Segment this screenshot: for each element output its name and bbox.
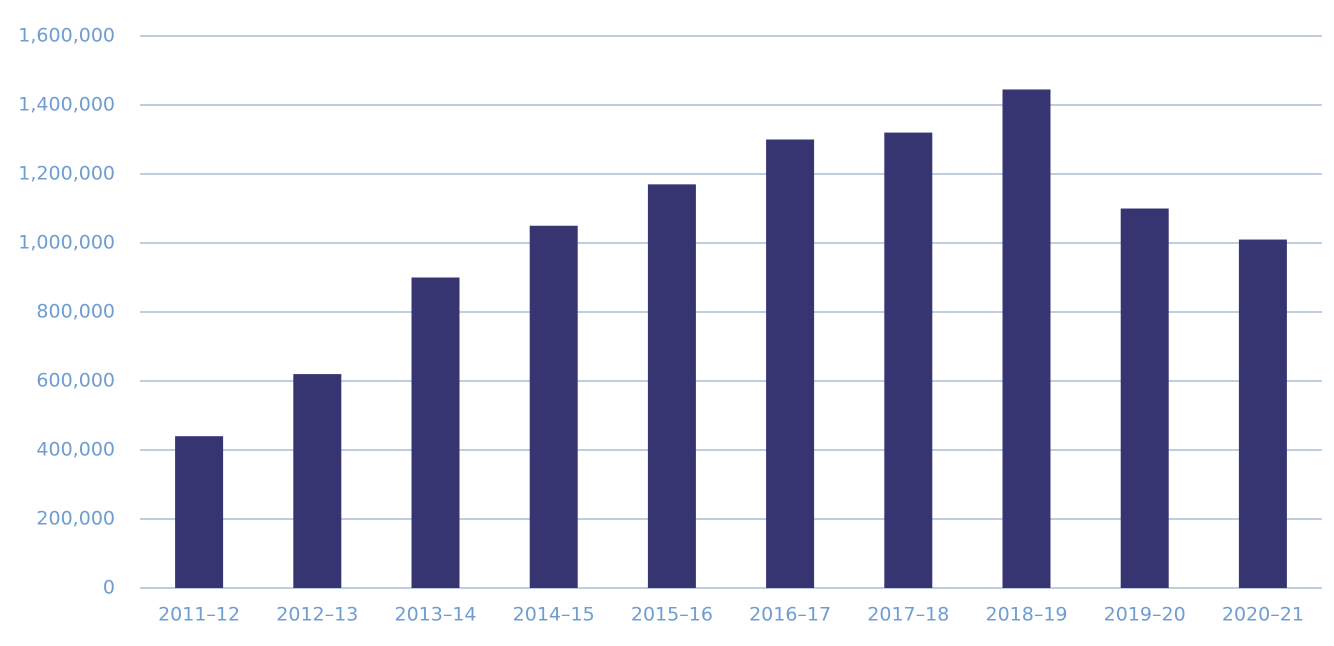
bar bbox=[1238, 239, 1287, 589]
bar bbox=[293, 374, 342, 588]
x-tick-label: 2018–19 bbox=[985, 604, 1067, 626]
x-tick-label: 2017–18 bbox=[867, 604, 949, 626]
x-tick-label: 2012–13 bbox=[276, 604, 358, 626]
y-tick-label: 1,600,000 bbox=[18, 25, 115, 47]
x-tick-label: 2019–20 bbox=[1104, 604, 1186, 626]
y-tick-label: 400,000 bbox=[36, 439, 115, 461]
bar bbox=[411, 277, 460, 588]
x-tick-label: 2020–21 bbox=[1222, 604, 1304, 626]
y-tick-label: 0 bbox=[103, 577, 115, 599]
y-tick-label: 200,000 bbox=[36, 508, 115, 530]
bar bbox=[529, 225, 578, 588]
y-tick-label: 600,000 bbox=[36, 370, 115, 392]
bar bbox=[1002, 89, 1051, 588]
x-tick-label: 2015–16 bbox=[631, 604, 713, 626]
x-tick-label: 2016–17 bbox=[749, 604, 831, 626]
bar bbox=[884, 132, 933, 588]
bar bbox=[647, 184, 696, 588]
y-tick-label: 800,000 bbox=[36, 301, 115, 323]
y-tick-label: 1,200,000 bbox=[18, 163, 115, 185]
x-tick-label: 2014–15 bbox=[513, 604, 595, 626]
x-tick-label: 2011–12 bbox=[158, 604, 240, 626]
bar bbox=[766, 139, 815, 588]
y-tick-label: 1,400,000 bbox=[18, 94, 115, 116]
bar bbox=[1120, 208, 1169, 588]
bar bbox=[175, 436, 224, 588]
x-tick-label: 2013–14 bbox=[394, 604, 476, 626]
y-tick-label: 1,000,000 bbox=[18, 232, 115, 254]
